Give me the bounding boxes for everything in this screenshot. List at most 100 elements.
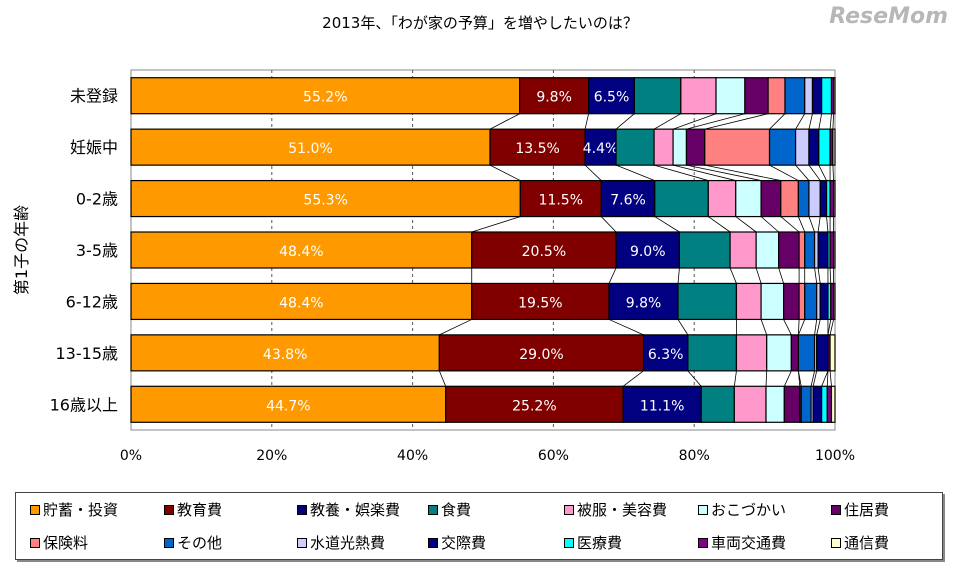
series-line: [769, 113, 786, 130]
legend-item: 食費: [428, 499, 471, 520]
legend: 貯蓄・投資 教育費 教養・娯楽費 食費 被服・美容費 おこづかい 住居費 保険料 その他 水道光熱…: [15, 492, 943, 560]
bar-segment: [707, 179, 737, 218]
series-lines: [438, 113, 834, 387]
bar-segment: [821, 385, 828, 423]
series-line: [818, 164, 827, 181]
series-line: [672, 113, 717, 130]
legend-label: 交際費: [441, 534, 487, 552]
series-line: [686, 113, 745, 130]
series-line: [814, 267, 818, 284]
series-line: [708, 216, 731, 233]
category-label: 16歳以上: [50, 395, 118, 414]
legend-item: 水道光熱費: [297, 532, 385, 553]
bar-segment: [819, 282, 829, 321]
bar-segment: [519, 77, 590, 115]
bar-segment: [832, 77, 836, 115]
bar-segment: [767, 77, 786, 115]
series-line: [814, 319, 818, 335]
series-line: [769, 164, 799, 181]
x-tick-label: 40%: [397, 448, 428, 464]
bar-segment: [677, 282, 738, 321]
bar-segment: [832, 179, 836, 218]
data-label: 51.0%: [288, 141, 332, 157]
legend-item: 車両交通費: [698, 532, 786, 553]
data-label: 6.5%: [594, 90, 630, 106]
bar-segment: [130, 334, 440, 372]
series-line: [653, 113, 682, 130]
legend-swatch: [831, 537, 841, 548]
data-label: 4.4%: [583, 141, 619, 157]
series-line: [783, 319, 792, 336]
legend-swatch: [564, 504, 574, 515]
legend-item: 住居費: [831, 499, 889, 520]
data-label: 55.2%: [303, 90, 347, 106]
bar-segment: [471, 231, 617, 269]
series-line: [795, 113, 806, 130]
category-label: 13-15歳: [56, 344, 119, 363]
series-line: [608, 267, 617, 284]
x-tick-label: 80%: [679, 448, 710, 464]
legend-label: 教育費: [177, 501, 223, 519]
series-line: [826, 216, 829, 233]
series-line: [735, 216, 757, 233]
legend-label: 車両交通費: [711, 534, 787, 552]
bar-segment: [797, 179, 810, 218]
series-line: [489, 113, 520, 130]
data-label: 25.2%: [512, 398, 556, 414]
series-line: [812, 370, 818, 387]
y-axis-label: 第1子の年齢: [12, 205, 31, 295]
bar-segment: [700, 385, 735, 423]
legend-item: 医療費: [564, 532, 622, 553]
data-label: 19.5%: [518, 295, 562, 311]
resemom-watermark-logo: ReseMom: [829, 4, 948, 29]
series-line: [760, 319, 768, 335]
category-label: 未登録: [70, 87, 118, 106]
series-line: [795, 164, 810, 181]
series-line: [816, 319, 821, 335]
legend-label: 水道光熱費: [310, 534, 386, 552]
bar-segment: [735, 282, 762, 321]
bar-segment: [471, 282, 610, 321]
bar-segment: [760, 179, 782, 218]
series-line: [829, 370, 832, 387]
bar-segment: [818, 128, 831, 166]
data-label: 9.8%: [536, 90, 572, 106]
series-line: [760, 216, 779, 233]
bar-segment: [804, 231, 816, 269]
bar-segment: [811, 77, 823, 115]
series-line: [489, 164, 521, 181]
series-line: [818, 113, 823, 130]
legend-item: 交際費: [428, 532, 486, 553]
bar-segment: [608, 282, 679, 321]
legend-item: 貯蓄・投資: [30, 499, 118, 520]
x-tick-label: 100%: [815, 448, 855, 464]
legend-swatch: [428, 504, 438, 515]
bar-segment: [790, 334, 799, 372]
series-line: [672, 164, 736, 181]
series-line: [821, 370, 829, 387]
legend-label: 貯蓄・投資: [43, 501, 119, 519]
legend-swatch: [30, 504, 40, 515]
series-line: [832, 113, 834, 130]
bars: 55.2% 9.8% 6.5% 51.0% 13.5% 4.4% 55.3% 11.5% 7.6…: [130, 77, 836, 423]
series-line: [729, 267, 737, 284]
bar-segment: [615, 231, 681, 269]
bar-segment: [783, 282, 800, 321]
legend-swatch: [831, 504, 841, 515]
bar-segment: [826, 385, 833, 423]
legend-item: 通信費: [831, 532, 889, 553]
series-line: [797, 370, 802, 387]
category-label: 3-5歳: [76, 241, 118, 260]
legend-label: その他: [177, 534, 223, 552]
bar-segment: [587, 77, 635, 115]
data-label: 9.0%: [630, 244, 666, 260]
legend-swatch: [297, 537, 307, 548]
series-line: [439, 319, 472, 336]
bar-segment: [130, 77, 521, 115]
bar-segment: [584, 128, 617, 166]
legend-swatch: [698, 504, 708, 515]
legend-item: 被服・美容費: [564, 499, 667, 520]
legend-label: 教養・娯楽費: [310, 501, 401, 519]
data-label: 48.4%: [279, 244, 323, 260]
bar-segment: [804, 77, 814, 115]
